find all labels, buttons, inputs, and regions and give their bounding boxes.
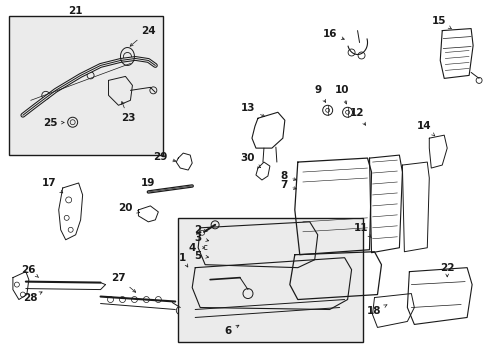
Text: 12: 12 <box>349 108 365 125</box>
Text: 14: 14 <box>416 121 434 136</box>
Text: 7: 7 <box>280 180 296 190</box>
Text: 10: 10 <box>334 85 348 104</box>
Text: 8: 8 <box>280 171 296 181</box>
Text: 20: 20 <box>118 203 140 213</box>
Text: 21: 21 <box>68 6 83 15</box>
Text: 23: 23 <box>121 102 136 123</box>
Text: 5: 5 <box>194 251 208 261</box>
Text: 27: 27 <box>111 273 136 292</box>
Text: 4: 4 <box>188 243 196 253</box>
Text: 22: 22 <box>439 263 453 277</box>
Text: 25: 25 <box>43 118 64 128</box>
Text: 1: 1 <box>178 253 187 267</box>
Text: 28: 28 <box>23 292 42 302</box>
Text: 16: 16 <box>322 28 344 40</box>
Text: 6: 6 <box>224 325 239 336</box>
Text: 2: 2 <box>194 225 207 235</box>
Text: 3: 3 <box>194 233 208 243</box>
Bar <box>178 218 362 342</box>
Text: 15: 15 <box>431 15 451 29</box>
Text: 30: 30 <box>240 153 260 168</box>
Bar <box>9 15 163 155</box>
Text: 29: 29 <box>153 152 176 162</box>
Text: 24: 24 <box>130 26 155 46</box>
Text: c: c <box>202 243 207 252</box>
Text: 26: 26 <box>21 265 39 278</box>
Text: 9: 9 <box>313 85 325 102</box>
Text: 17: 17 <box>41 178 62 193</box>
Text: 18: 18 <box>366 305 386 316</box>
Text: 19: 19 <box>141 178 155 188</box>
Text: 11: 11 <box>354 223 370 238</box>
Text: 13: 13 <box>240 103 264 117</box>
